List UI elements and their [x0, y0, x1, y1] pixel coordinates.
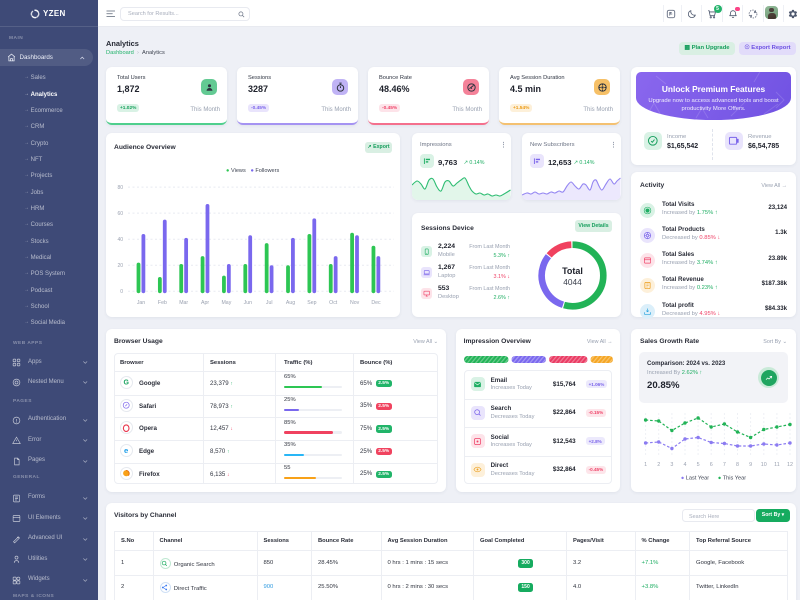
svg-text:20: 20 [117, 263, 123, 269]
svg-text:Dec: Dec [371, 300, 381, 306]
svg-text:7: 7 [723, 462, 726, 468]
svg-text:60: 60 [117, 211, 123, 217]
svg-text:8: 8 [736, 462, 739, 468]
svg-text:6: 6 [710, 462, 713, 468]
svg-text:● This Year: ● This Year [718, 476, 746, 482]
svg-text:0: 0 [120, 289, 123, 295]
svg-text:40: 40 [117, 237, 123, 243]
svg-text:Jan: Jan [137, 300, 145, 306]
svg-text:2: 2 [657, 462, 660, 468]
svg-text:Total: Total [562, 266, 583, 276]
svg-text:10: 10 [761, 462, 767, 468]
svg-text:11: 11 [774, 462, 780, 468]
svg-text:80: 80 [117, 185, 123, 191]
svg-text:Apr: Apr [201, 300, 209, 306]
svg-text:12: 12 [787, 462, 793, 468]
svg-text:Aug: Aug [286, 300, 295, 306]
svg-text:1: 1 [644, 462, 647, 468]
svg-text:Jun: Jun [244, 300, 252, 306]
svg-text:G: G [124, 380, 129, 387]
svg-text:Sep: Sep [307, 300, 316, 306]
svg-text:9: 9 [749, 462, 752, 468]
svg-text:Jul: Jul [266, 300, 273, 306]
svg-text:May: May [221, 300, 231, 306]
svg-text:Oct: Oct [329, 300, 338, 306]
svg-text:e: e [124, 446, 129, 454]
svg-text:4: 4 [684, 462, 687, 468]
svg-text:Nov: Nov [350, 300, 360, 306]
svg-text:Feb: Feb [158, 300, 167, 306]
svg-text:3: 3 [670, 462, 673, 468]
svg-text:4044: 4044 [563, 277, 582, 287]
svg-text:● Last Year: ● Last Year [681, 476, 709, 482]
svg-text:Mar: Mar [179, 300, 188, 306]
svg-text:5: 5 [697, 462, 700, 468]
